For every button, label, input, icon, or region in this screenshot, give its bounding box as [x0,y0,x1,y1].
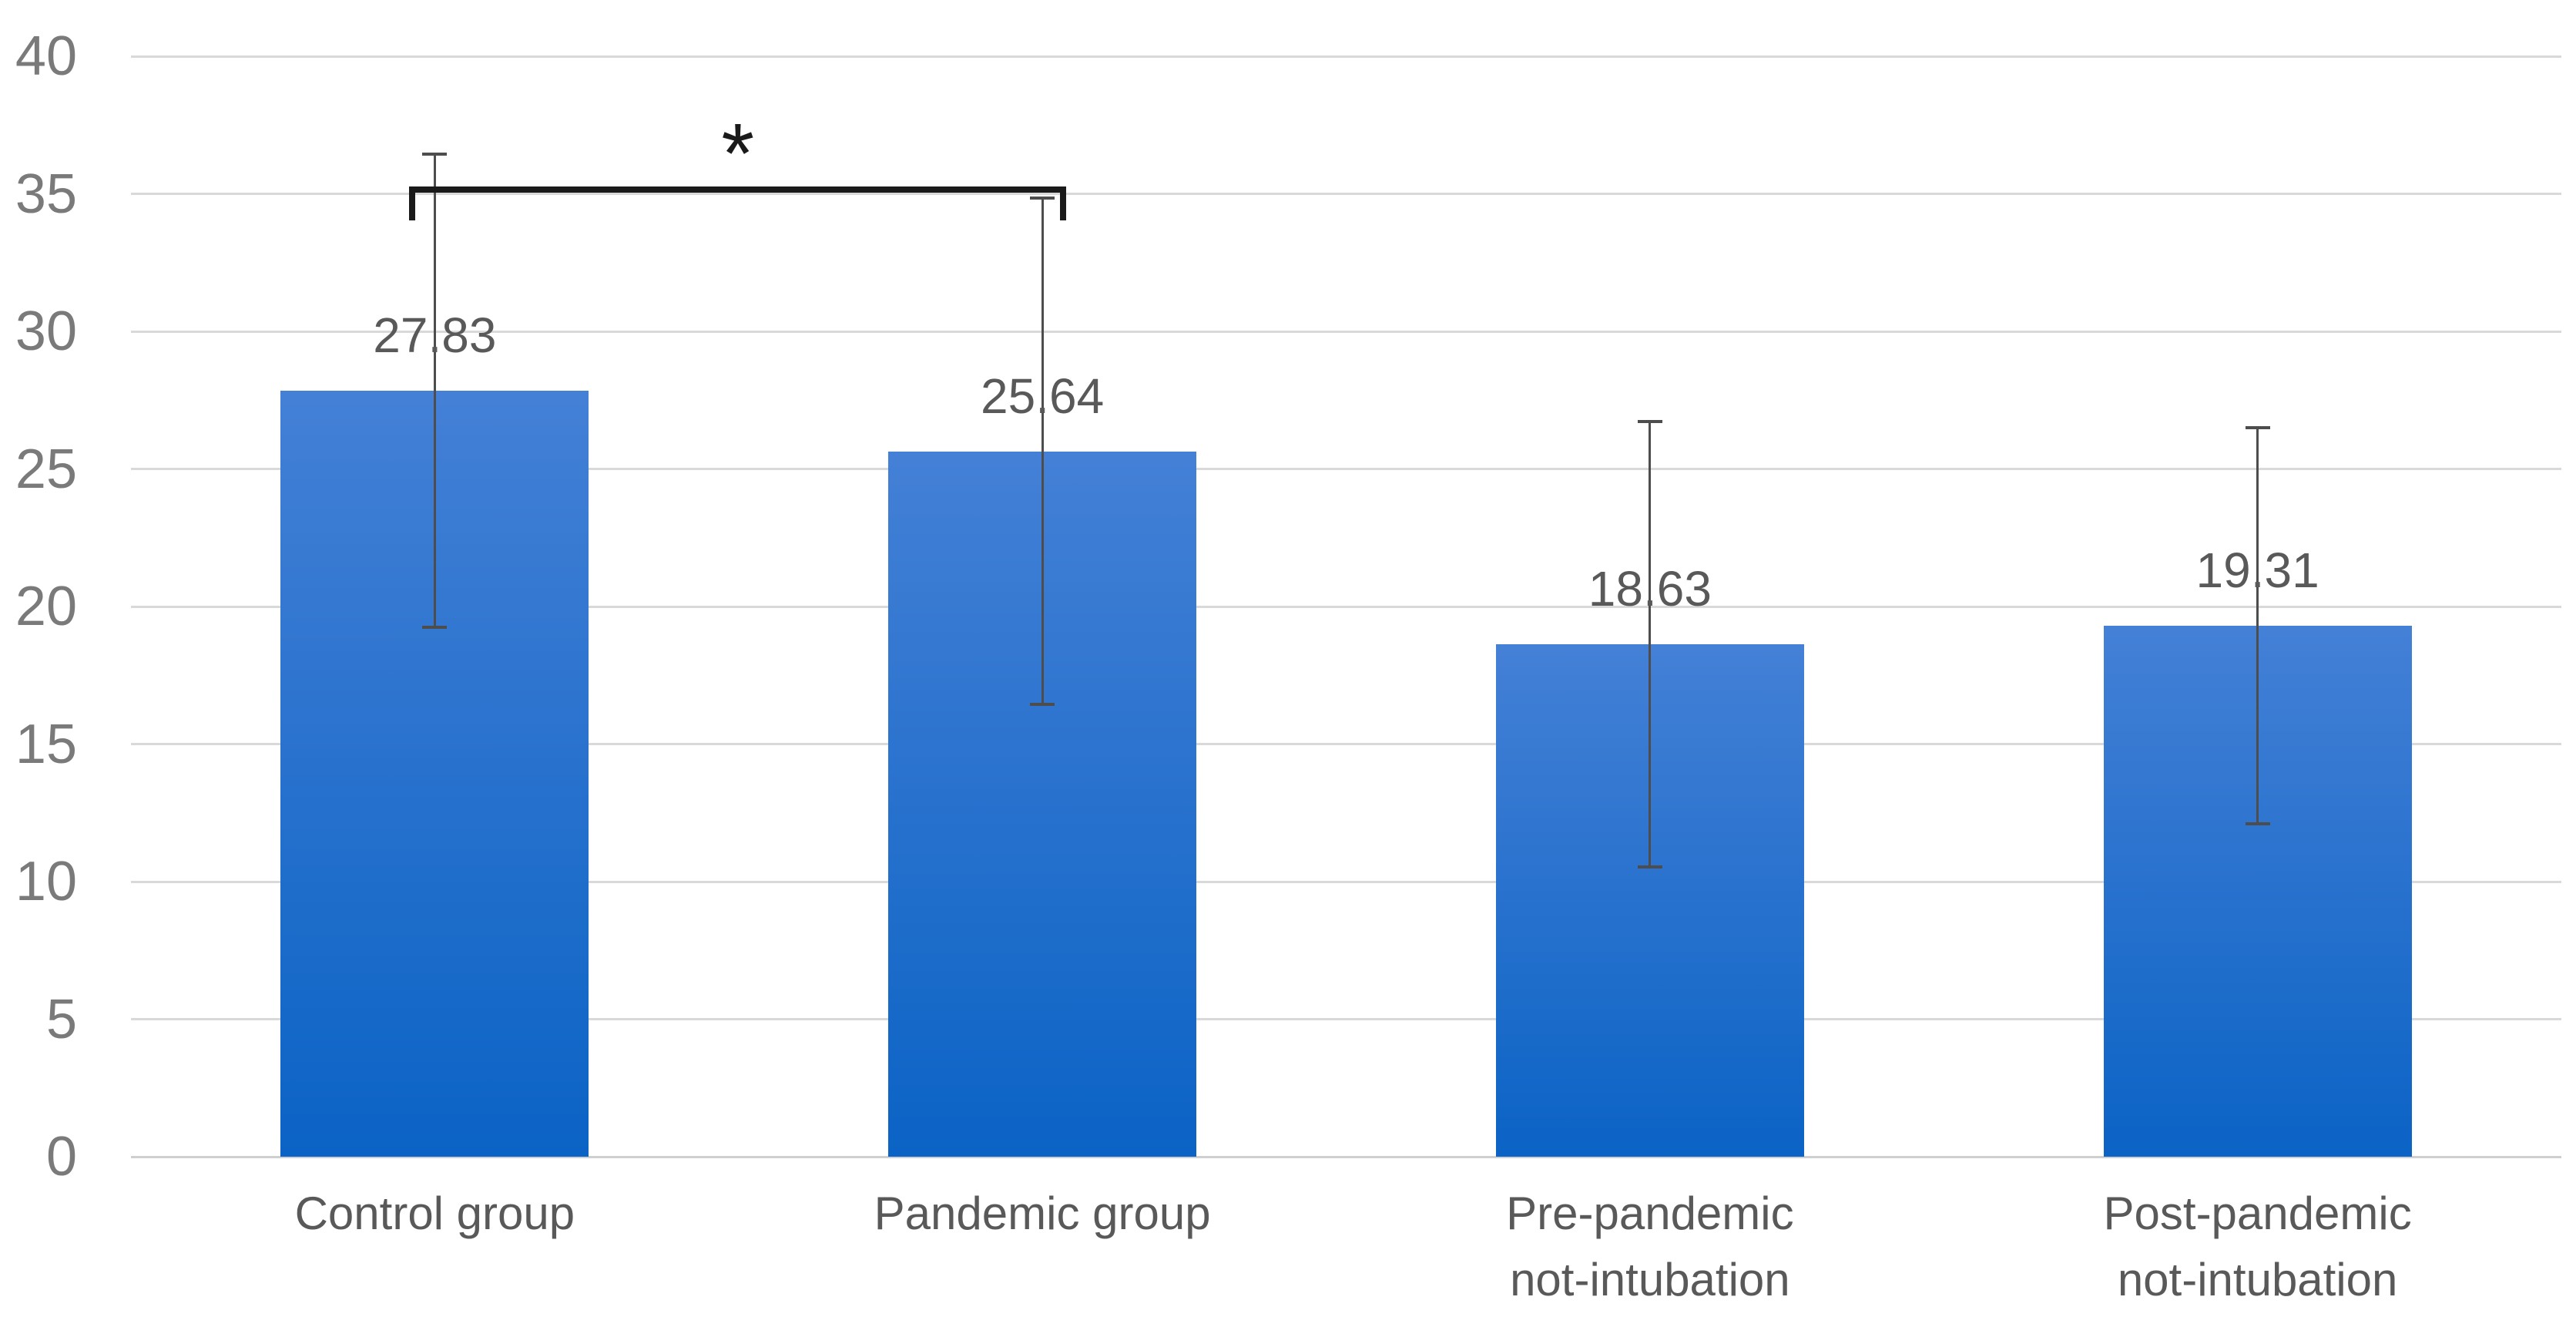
value-label: 19.31 [2195,542,2319,598]
value-label: 25.64 [981,368,1105,424]
error-bar-cap-bottom [1637,865,1662,869]
y-axis-tick-label: 5 [45,988,77,1050]
y-axis-tick-label: 25 [15,438,77,500]
error-bar-cap-bottom [2245,821,2270,825]
y-axis-tick-label: 35 [15,163,77,225]
significance-bracket-tick-left [409,186,416,220]
error-bar-line [1649,421,1652,868]
significance-star: * [721,106,755,201]
gridline [131,468,2561,470]
significance-bracket-tick-right [1060,186,1067,220]
y-axis-tick-label: 40 [15,25,77,87]
category-label: Control group [294,1188,575,1239]
category-label: Post-pandemic not-intubation [2103,1188,2412,1305]
error-bar-line [433,154,436,628]
gridline [131,330,2561,333]
gridline [131,1018,2561,1020]
y-axis-tick-label: 0 [45,1126,77,1188]
significance-bracket-line [409,186,1067,193]
y-axis-tick-label: 15 [15,713,77,775]
gridline [131,55,2561,58]
error-bar-line [2256,427,2259,824]
category-label: Pre-pandemic not-intubation [1506,1188,1794,1305]
error-bar-cap-top [422,153,448,156]
error-bar-cap-bottom [422,626,448,630]
error-bar-line [1041,198,1044,705]
error-bar-cap-top [1637,419,1662,423]
gridline [131,193,2561,195]
value-label: 27.83 [373,307,497,364]
error-bar-cap-top [1030,197,1055,200]
error-bar-cap-bottom [1030,703,1055,707]
value-label: 18.63 [1588,560,1712,617]
y-axis-tick-label: 20 [15,576,77,637]
gridline [131,605,2561,608]
gridline [131,880,2561,883]
error-bar-cap-top [2245,425,2270,429]
y-axis-tick-label: 30 [15,301,77,362]
gridline [131,743,2561,745]
y-axis-tick-label: 10 [15,851,77,912]
category-label: Pandemic group [874,1188,1211,1239]
x-axis-line [131,1155,2561,1158]
